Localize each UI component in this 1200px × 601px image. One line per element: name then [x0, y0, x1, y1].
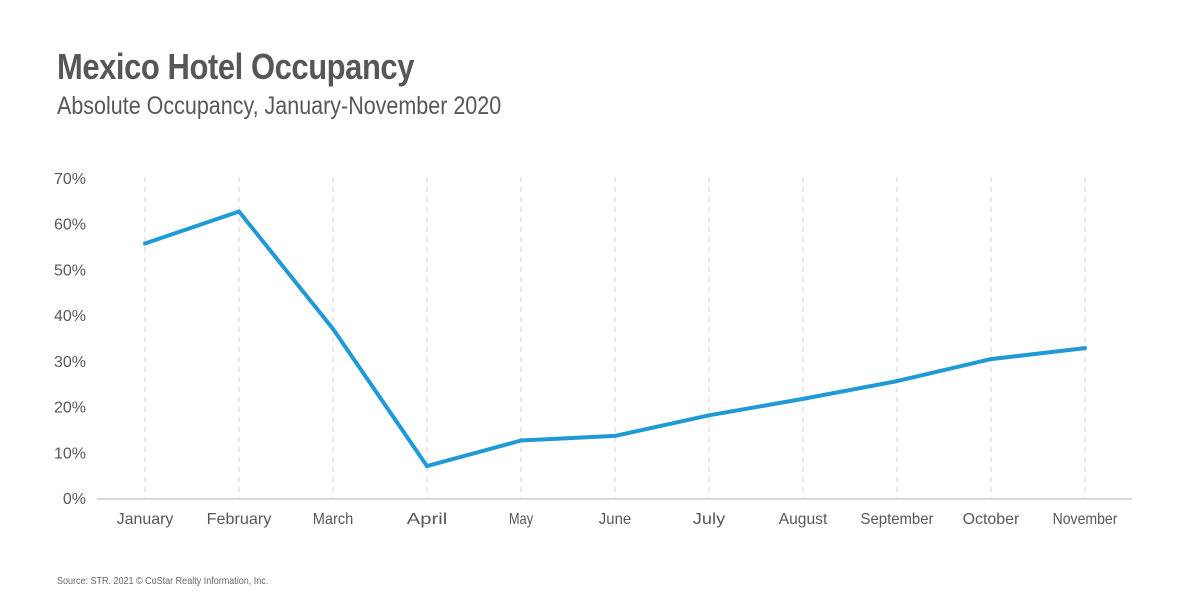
chart-subtitle: Absolute Occupancy, January-November 202…	[57, 92, 502, 120]
y-tick-label: 30%	[54, 354, 86, 371]
y-tick-label: 70%	[54, 171, 86, 188]
vertical-gridlines	[144, 177, 1086, 499]
y-tick-labels: 0% 10% 20% 30% 40% 50% 60% 70%	[54, 171, 86, 508]
x-tick-label: September	[861, 511, 935, 528]
data-point-march	[331, 326, 335, 331]
data-point-november	[1083, 346, 1087, 351]
x-tick-label: July	[693, 511, 725, 528]
x-tick-label: October	[963, 511, 1020, 528]
y-tick-label: 10%	[54, 445, 86, 462]
y-tick-label: 50%	[54, 262, 86, 279]
data-point-may	[519, 438, 523, 443]
data-point-august	[801, 396, 805, 401]
series-layer	[143, 209, 1087, 469]
y-tick-label: 60%	[54, 217, 86, 234]
data-point-october	[989, 357, 993, 362]
chart-title: Mexico Hotel Occupancy	[57, 46, 415, 87]
x-tick-label: January	[117, 511, 174, 528]
x-tick-label: June	[599, 511, 631, 528]
data-point-february	[237, 209, 241, 214]
data-point-april	[425, 464, 429, 469]
y-tick-label: 0%	[63, 491, 86, 508]
data-point-september	[895, 379, 899, 384]
x-tick-label: April	[407, 511, 448, 528]
data-point-january	[143, 241, 147, 246]
x-tick-labels: January February March April May June July Augu…	[117, 511, 1118, 528]
y-tick-label: 20%	[54, 400, 86, 417]
x-tick-label: February	[207, 511, 272, 528]
y-tick-label: 40%	[54, 308, 86, 325]
source-note: Source: STR. 2021 © CoStar Realty Inform…	[57, 576, 269, 587]
data-point-june	[613, 433, 617, 438]
x-tick-label: November	[1053, 511, 1118, 528]
x-tick-label: August	[779, 511, 828, 528]
x-tick-label: May	[509, 511, 533, 528]
data-point-july	[707, 413, 711, 418]
x-tick-label: March	[313, 511, 354, 528]
